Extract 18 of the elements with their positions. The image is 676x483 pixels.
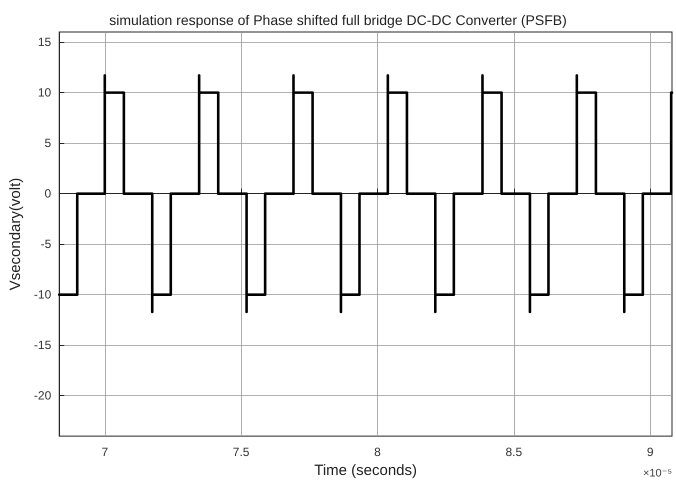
x-tick-label: 8	[374, 445, 382, 460]
y-tick-label: 15	[38, 35, 52, 50]
x-axis-title: Time (seconds)	[314, 462, 418, 479]
y-tick-label: -5	[40, 237, 52, 252]
y-tick-label: 0	[44, 186, 52, 201]
line-series	[58, 74, 674, 314]
y-tick-label: 10	[38, 86, 52, 100]
y-tick-label: -20	[34, 388, 52, 403]
x-tick-label: 9	[646, 445, 654, 460]
y-axis-title: Vsecondary(volt)	[7, 178, 24, 290]
y-tick-label: 5	[44, 136, 52, 150]
chart-title: simulation response of Phase shifted full bridge DC-DC Converter (PSFB)	[109, 12, 567, 28]
text: ×10⁻⁵	[642, 468, 672, 480]
x-tick-label: 7.5	[232, 445, 250, 460]
x-tick-label: 8.5	[505, 445, 522, 460]
y-tick-label: -10	[34, 288, 52, 302]
x-tick-label: 7	[101, 445, 108, 460]
y-tick-label: -15	[34, 338, 52, 352]
